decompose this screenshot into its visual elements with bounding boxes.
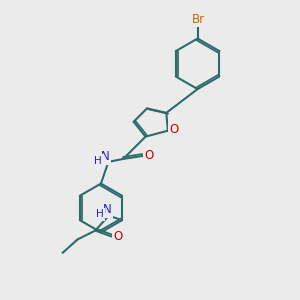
- Text: N: N: [100, 150, 109, 163]
- Text: O: O: [170, 123, 179, 136]
- Text: Br: Br: [192, 13, 205, 26]
- Text: H: H: [96, 209, 103, 219]
- Text: N: N: [103, 203, 112, 216]
- Text: O: O: [145, 149, 154, 162]
- Text: H: H: [94, 156, 102, 166]
- Text: O: O: [114, 230, 123, 243]
